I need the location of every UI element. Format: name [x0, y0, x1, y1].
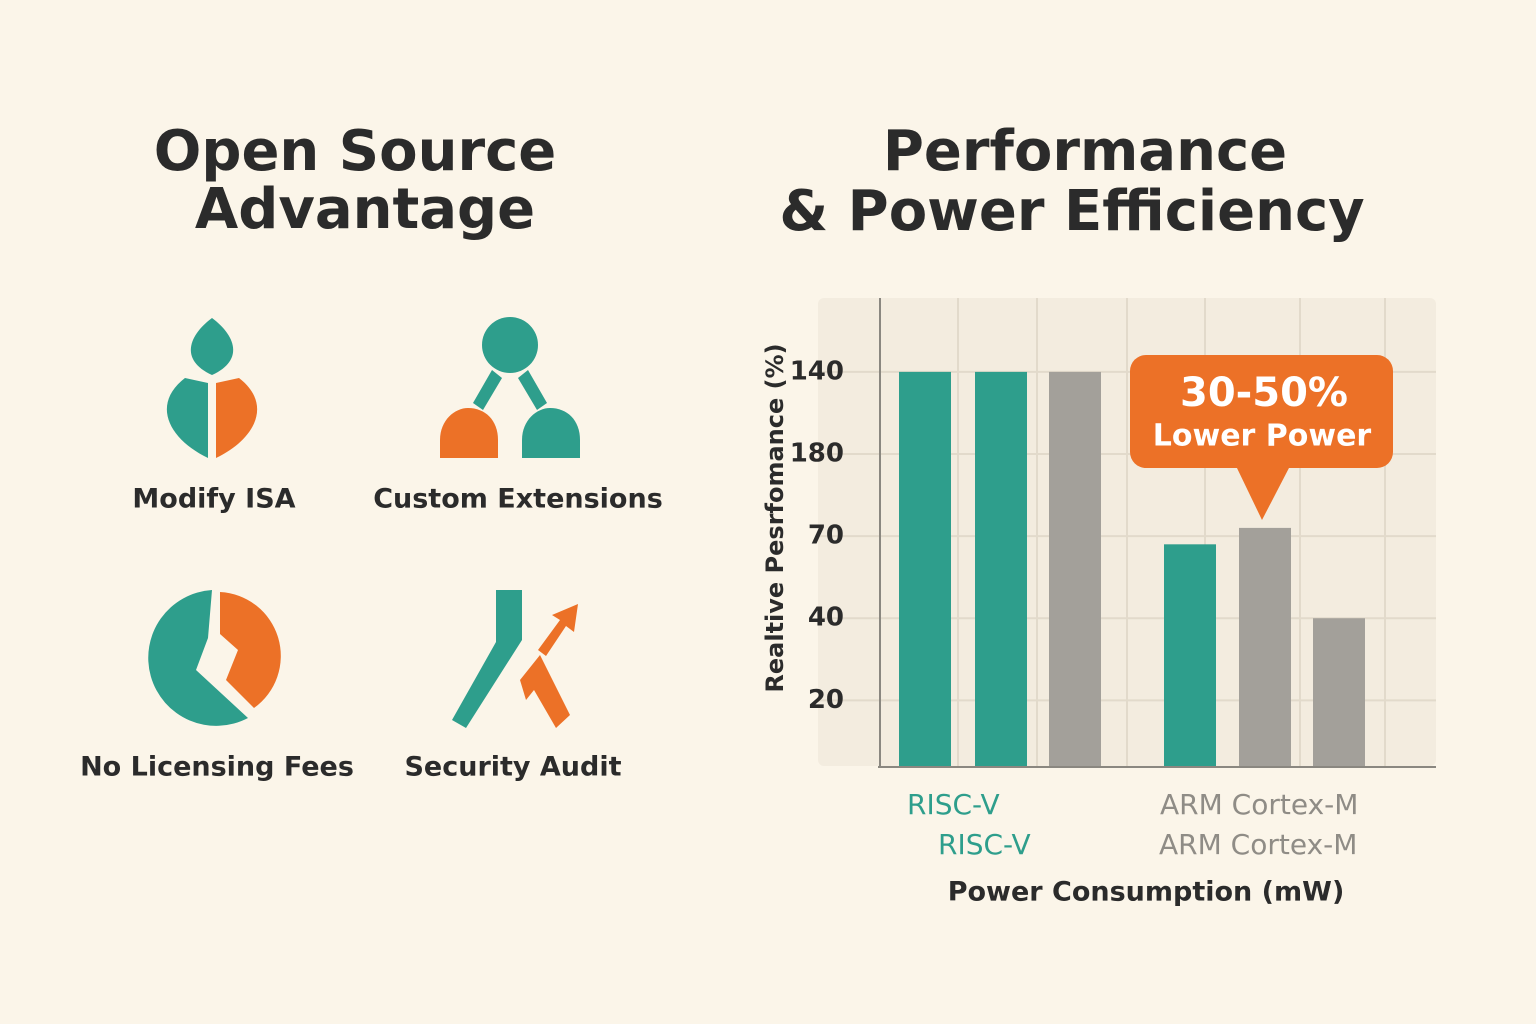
feature-label: No Licensing Fees [80, 752, 354, 783]
callout-box [1130, 355, 1393, 468]
callout: 30-50% Lower Power [1130, 355, 1393, 520]
x-group-label: RISC-V [907, 788, 1000, 821]
chart-title: Performance [883, 119, 1287, 184]
y-tick-label: 40 [808, 603, 844, 633]
left-title: Open Source [154, 119, 557, 184]
y-tick-label: 140 [790, 356, 844, 386]
y-tick-label: 180 [790, 439, 844, 469]
callout-text: 30-50% [1180, 370, 1348, 416]
feature-label: Custom Extensions [373, 484, 663, 515]
x-group-label: ARM Cortex-M [1159, 828, 1357, 861]
bar [1164, 544, 1216, 766]
chart-title: & Power Efficiency [779, 179, 1364, 244]
x-axis-label: Power Consumption (mW) [948, 877, 1345, 908]
x-group-label: RISC-V [938, 828, 1031, 861]
y-tick-label: 70 [808, 521, 844, 551]
callout-text: Lower Power [1153, 419, 1372, 454]
bar [1239, 527, 1291, 766]
feature-label: Security Audit [404, 752, 621, 783]
bar [1313, 618, 1365, 766]
bar [975, 371, 1027, 766]
left-title: Advantage [195, 177, 535, 242]
bar [1049, 371, 1101, 766]
icon-no-licensing [148, 590, 281, 726]
y-axis-label: Realtive Pesrfomance (%) [761, 343, 789, 692]
callout-pointer [1236, 466, 1290, 520]
x-group-label: ARM Cortex-M [1160, 788, 1358, 821]
icon-security-audit [452, 590, 578, 728]
feature-label: Modify ISA [132, 484, 295, 515]
icon-custom-extensions [440, 317, 580, 458]
icon-modify-isa [166, 318, 258, 458]
bar [899, 371, 951, 766]
y-tick-label: 20 [808, 685, 844, 715]
plot [818, 370, 1436, 766]
